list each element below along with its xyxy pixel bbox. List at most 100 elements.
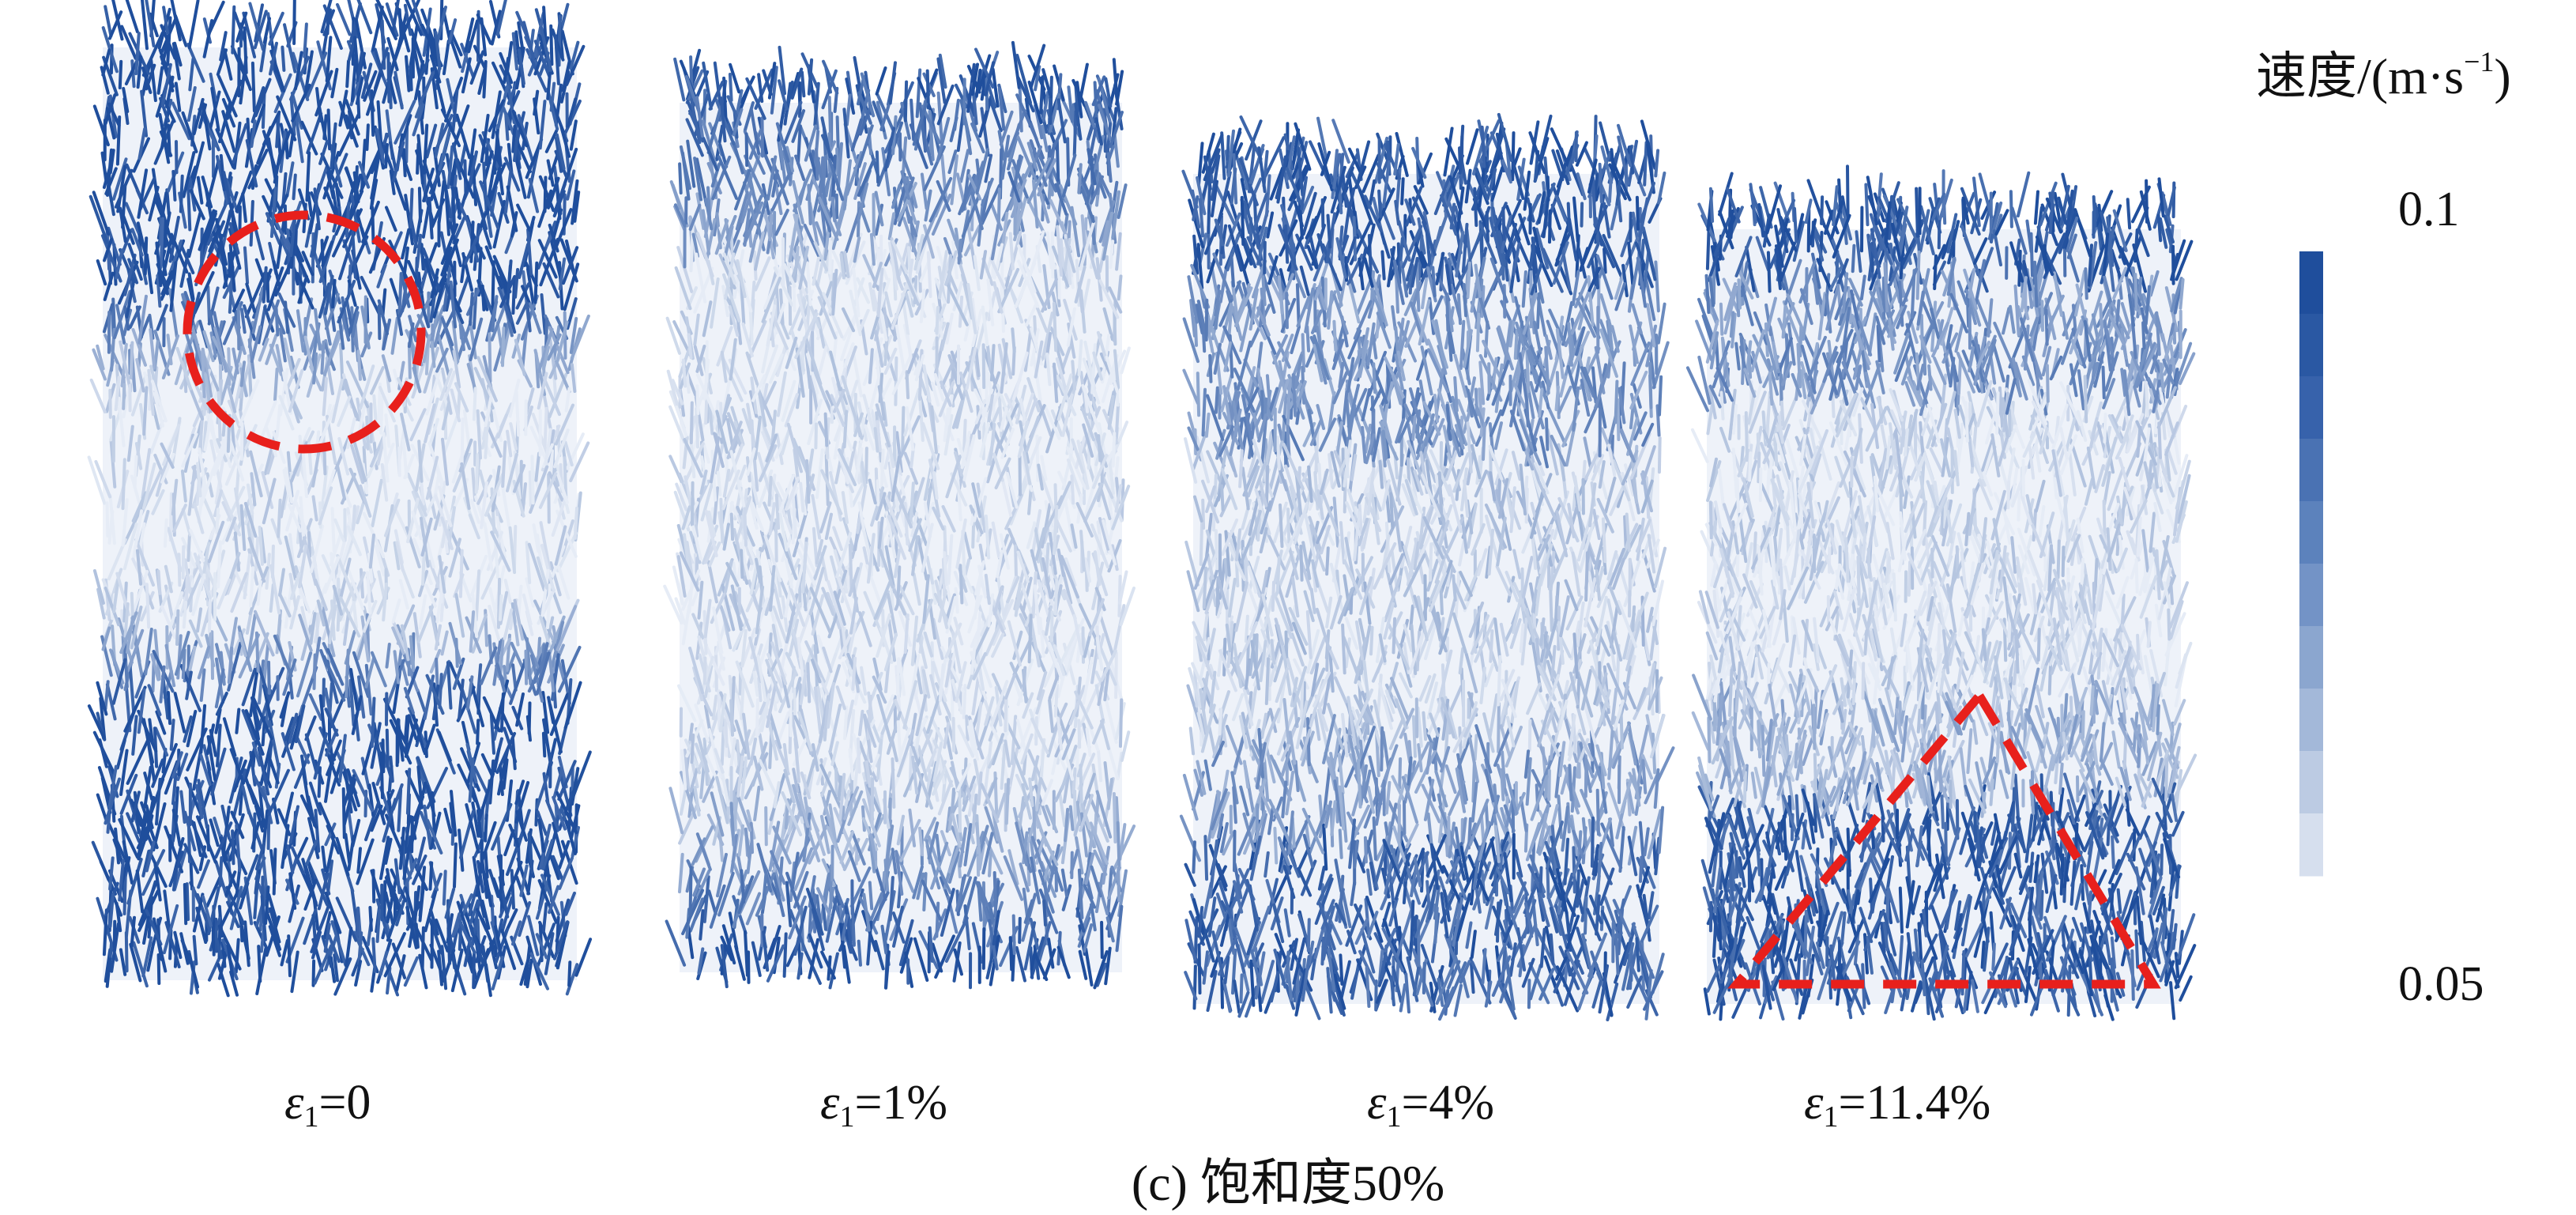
velocity-arrow (358, 848, 360, 872)
velocity-arrow (322, 342, 323, 373)
velocity-arrow (268, 274, 269, 301)
velocity-arrow (730, 74, 732, 100)
velocity-arrow (836, 769, 837, 795)
velocity-arrow (353, 506, 355, 529)
velocity-panel-1 (89, 0, 591, 995)
velocity-arrow (500, 765, 503, 794)
velocity-arrow (277, 309, 278, 335)
velocity-arrow (872, 779, 873, 826)
velocity-arrow (168, 692, 170, 723)
velocity-arrow (907, 372, 909, 398)
velocity-arrow (691, 225, 693, 271)
velocity-arrow (374, 396, 375, 421)
velocity-arrow (324, 115, 326, 138)
velocity-arrow (895, 358, 896, 405)
velocity-arrow (358, 0, 371, 32)
velocity-arrow (815, 424, 816, 448)
velocity-arrow (732, 515, 733, 540)
velocity-arrow (220, 858, 222, 886)
velocity-arrow (569, 962, 570, 985)
velocity-arrow (323, 679, 324, 706)
velocity-arrow (208, 287, 209, 321)
velocity-arrow (381, 397, 382, 432)
velocity-arrow (984, 345, 985, 387)
velocity-arrow (448, 928, 450, 964)
velocity-arrow (307, 153, 309, 200)
velocity-arrow (794, 689, 795, 714)
velocity-arrow (1050, 77, 1052, 123)
velocity-arrow (1110, 241, 1113, 267)
velocity-arrow (325, 450, 326, 474)
velocity-arrow (229, 254, 230, 277)
velocity-arrow (808, 186, 810, 225)
velocity-arrow (551, 26, 552, 64)
velocity-arrow (692, 735, 694, 762)
velocity-arrow (1073, 769, 1075, 793)
velocity-arrow (731, 700, 733, 735)
velocity-arrow (1019, 919, 1020, 942)
velocity-arrow (1118, 868, 1119, 900)
velocity-arrow (187, 884, 188, 919)
velocity-arrow (954, 719, 955, 751)
velocity-arrow (384, 881, 385, 921)
velocity-arrow (159, 572, 160, 594)
velocity-arrow (232, 831, 233, 863)
panels-layer (89, 0, 2196, 1020)
velocity-arrow (253, 63, 254, 111)
velocity-arrow (485, 815, 487, 840)
velocity-arrow (893, 759, 894, 807)
velocity-arrow (1071, 807, 1073, 830)
velocity-arrow (344, 789, 345, 837)
velocity-arrow (530, 472, 531, 505)
velocity-arrow (372, 699, 375, 747)
velocity-arrow (329, 110, 330, 149)
velocity-arrow (405, 716, 407, 740)
velocity-arrow (719, 691, 720, 728)
velocity-arrow (161, 219, 163, 267)
velocity-arrow (184, 602, 186, 627)
velocity-arrow (769, 477, 770, 505)
velocity-arrow (159, 955, 160, 983)
velocity-arrow (275, 369, 277, 399)
velocity-arrow (145, 238, 146, 274)
velocity-arrow (176, 141, 177, 172)
velocity-arrow (408, 769, 409, 813)
velocity-arrow (1007, 779, 1008, 823)
velocity-arrow (833, 198, 834, 221)
velocity-arrow (217, 509, 218, 533)
velocity-arrow (374, 870, 375, 902)
velocity-arrow (898, 567, 899, 604)
velocity-arrow (476, 455, 478, 492)
velocity-arrow (181, 176, 183, 212)
velocity-arrow (770, 216, 771, 240)
velocity-arrow (172, 1, 180, 40)
velocity-arrow (135, 457, 137, 488)
velocity-arrow (165, 520, 167, 546)
velocity-arrow (188, 535, 190, 560)
velocity-arrow (1052, 612, 1053, 640)
velocity-arrow (123, 385, 124, 409)
velocity-arrow (741, 680, 744, 719)
velocity-arrow (798, 126, 800, 163)
velocity-arrow (107, 503, 108, 536)
velocity-arrow (995, 873, 996, 922)
velocity-arrow (989, 851, 991, 876)
velocity-arrow (346, 651, 348, 697)
velocity-arrow (373, 939, 375, 972)
velocity-arrow (333, 508, 334, 550)
velocity-arrow (684, 360, 685, 387)
velocity-arrow (470, 293, 473, 324)
velocity-arrow (165, 224, 166, 247)
velocity-arrow (550, 754, 551, 787)
velocity-arrow (500, 596, 502, 620)
velocity-arrow (378, 384, 380, 429)
velocity-arrow (1077, 750, 1078, 788)
velocity-arrow (785, 934, 786, 976)
velocity-arrow (776, 520, 777, 561)
velocity-arrow (859, 941, 861, 965)
velocity-arrow (526, 651, 527, 684)
velocity-arrow (347, 62, 348, 87)
velocity-arrow (837, 149, 838, 175)
velocity-arrow (937, 308, 939, 334)
velocity-arrow (454, 844, 456, 887)
